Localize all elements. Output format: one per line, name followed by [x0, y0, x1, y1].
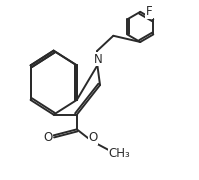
Text: CH₃: CH₃ — [108, 147, 130, 160]
Text: O: O — [44, 131, 53, 144]
Text: O: O — [88, 131, 97, 144]
Text: N: N — [94, 53, 102, 66]
Text: F: F — [146, 5, 152, 18]
